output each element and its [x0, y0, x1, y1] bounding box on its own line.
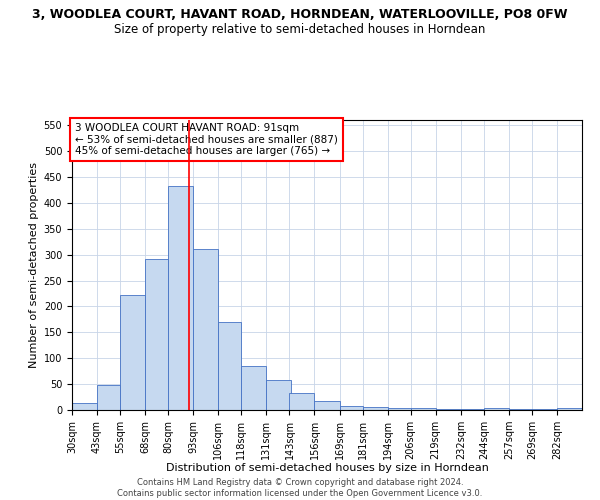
Bar: [193, 249, 218, 410]
Bar: [314, 400, 340, 410]
Text: 3 WOODLEA COURT HAVANT ROAD: 91sqm
← 53% of semi-detached houses are smaller (88: 3 WOODLEA COURT HAVANT ROAD: 91sqm ← 53%…: [75, 123, 338, 156]
Bar: [266, 380, 292, 410]
Bar: [289, 393, 314, 410]
Bar: [168, 186, 193, 410]
Bar: [411, 408, 436, 410]
Bar: [97, 384, 120, 410]
Bar: [436, 409, 461, 410]
Bar: [388, 408, 411, 410]
Bar: [484, 408, 509, 410]
Bar: [557, 408, 582, 410]
Bar: [145, 260, 168, 410]
Bar: [120, 295, 145, 410]
Text: Contains HM Land Registry data © Crown copyright and database right 2024.
Contai: Contains HM Land Registry data © Crown c…: [118, 478, 482, 498]
Y-axis label: Number of semi-detached properties: Number of semi-detached properties: [29, 162, 40, 368]
Bar: [218, 322, 241, 410]
Bar: [241, 366, 266, 410]
Bar: [340, 406, 362, 410]
Bar: [362, 407, 388, 410]
X-axis label: Distribution of semi-detached houses by size in Horndean: Distribution of semi-detached houses by …: [166, 464, 488, 473]
Bar: [72, 404, 97, 410]
Text: 3, WOODLEA COURT, HAVANT ROAD, HORNDEAN, WATERLOOVILLE, PO8 0FW: 3, WOODLEA COURT, HAVANT ROAD, HORNDEAN,…: [32, 8, 568, 20]
Text: Size of property relative to semi-detached houses in Horndean: Size of property relative to semi-detach…: [115, 22, 485, 36]
